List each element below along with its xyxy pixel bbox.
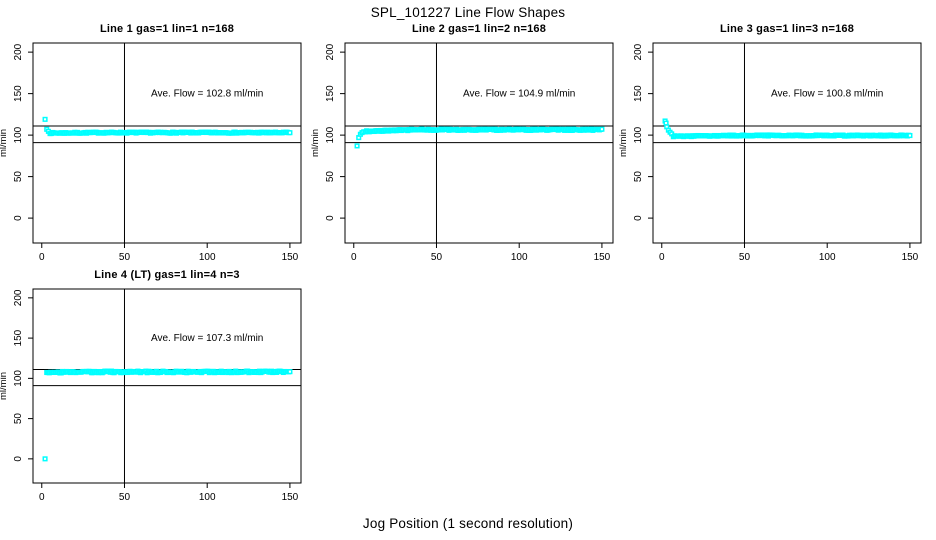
y-tick-label: 50	[13, 171, 24, 183]
panel-title: Line 4 (LT) gas=1 lin=4 n=3	[94, 269, 240, 281]
y-tick-label: 200	[325, 43, 336, 60]
panel-4: Line 4 (LT) gas=1 lin=4 n=3 Ave. Flow = 1…	[0, 269, 302, 503]
data-point	[354, 143, 360, 149]
data-point	[287, 369, 293, 375]
data-points	[354, 126, 605, 149]
panel-1: Line 1 gas=1 lin=1 n=168 Ave. Flow = 102.…	[0, 23, 302, 263]
x-tick-label: 100	[511, 252, 528, 263]
data-point	[42, 456, 48, 462]
data-point	[287, 130, 293, 136]
x-tick-label: 50	[431, 252, 443, 263]
panel-title: Line 2 gas=1 lin=2 n=168	[412, 23, 546, 35]
x-tick-label: 50	[119, 492, 131, 503]
panel-box	[652, 42, 922, 244]
y-tick-label: 150	[633, 85, 644, 102]
x-tick-label: 100	[199, 492, 216, 503]
x-tick-label: 100	[199, 252, 216, 263]
x-tick-label: 50	[119, 252, 131, 263]
x-tick-label: 0	[39, 252, 45, 263]
y-tick-label: 50	[13, 413, 24, 425]
x-tick-label: 0	[659, 252, 665, 263]
y-tick-label: 0	[325, 215, 336, 221]
y-tick-label: 100	[13, 126, 24, 143]
figure-title: SPL_101227 Line Flow Shapes	[370, 5, 566, 20]
x-tick-label: 150	[594, 252, 611, 263]
y-axis-label: ml/min	[0, 129, 9, 157]
y-axis-label: ml/min	[310, 129, 321, 157]
x-axis-label: Jog Position (1 second resolution)	[362, 516, 574, 531]
y-tick-label: 100	[633, 126, 644, 143]
y-tick-label: 200	[13, 43, 24, 60]
x-tick-label: 150	[282, 492, 299, 503]
x-tick-label: 100	[819, 252, 836, 263]
y-tick-label: 50	[325, 171, 336, 183]
y-tick-label: 100	[325, 126, 336, 143]
panel-title: Line 1 gas=1 lin=1 n=168	[100, 23, 234, 35]
y-tick-label: 150	[13, 329, 24, 346]
x-tick-label: 0	[39, 492, 45, 503]
y-tick-label: 200	[13, 289, 24, 306]
y-tick-label: 150	[325, 85, 336, 102]
panel-box	[32, 42, 302, 244]
data-point	[599, 126, 605, 132]
y-tick-label: 200	[633, 43, 644, 60]
data-point	[42, 116, 48, 122]
y-tick-label: 150	[13, 85, 24, 102]
y-tick-label: 50	[633, 171, 644, 183]
panel-2: Line 2 gas=1 lin=2 n=168 Ave. Flow = 104.…	[310, 23, 614, 263]
x-tick-label: 0	[351, 252, 357, 263]
y-tick-label: 100	[13, 370, 24, 387]
panel-3: Line 3 gas=1 lin=3 n=168 Ave. Flow = 100.…	[618, 23, 922, 263]
y-tick-label: 0	[13, 215, 24, 221]
panel-title: Line 3 gas=1 lin=3 n=168	[720, 23, 854, 35]
ave-flow-label: Ave. Flow = 107.3 ml/min	[151, 333, 263, 344]
ave-flow-label: Ave. Flow = 102.8 ml/min	[151, 89, 263, 100]
x-tick-label: 50	[739, 252, 751, 263]
y-axis-label: ml/min	[0, 372, 9, 400]
data-points	[662, 118, 913, 140]
y-tick-label: 0	[633, 215, 644, 221]
data-points	[42, 116, 293, 137]
ave-flow-label: Ave. Flow = 100.8 ml/min	[771, 89, 883, 100]
y-axis-label: ml/min	[618, 129, 629, 157]
x-tick-label: 150	[902, 252, 919, 263]
ave-flow-label: Ave. Flow = 104.9 ml/min	[463, 89, 575, 100]
panel-box	[32, 288, 302, 484]
x-tick-label: 150	[282, 252, 299, 263]
y-tick-label: 0	[13, 456, 24, 462]
panel-box	[344, 42, 614, 244]
data-points	[42, 368, 293, 462]
data-point	[907, 132, 913, 139]
